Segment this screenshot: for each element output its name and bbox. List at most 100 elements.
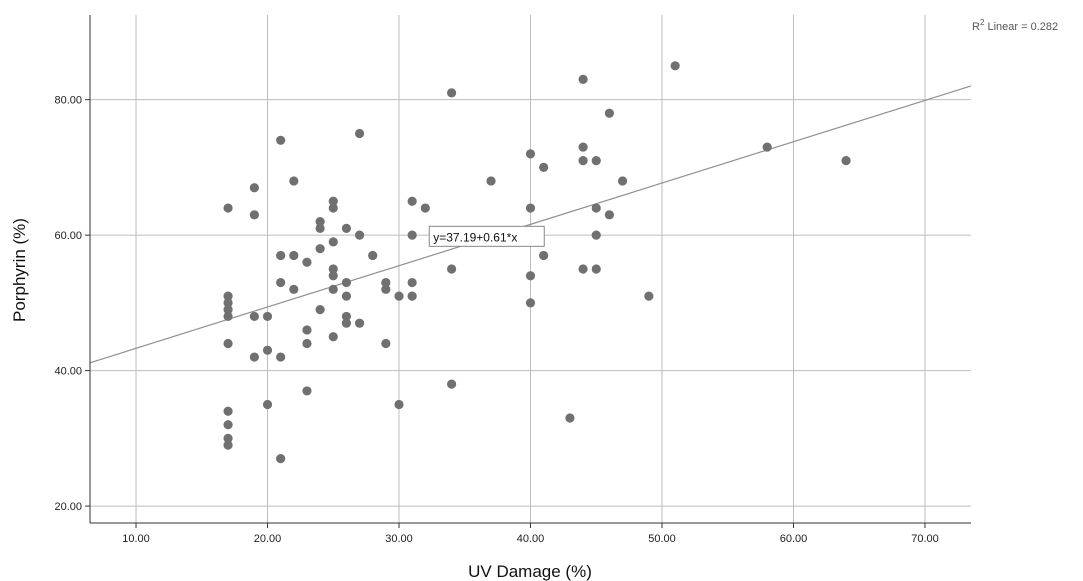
- x-tick-label: 70.00: [911, 533, 939, 545]
- data-point: [644, 291, 654, 301]
- x-tick-label: 10.00: [122, 533, 150, 545]
- r2-suffix: Linear = 0.282: [984, 21, 1058, 33]
- data-point: [591, 203, 601, 213]
- data-point: [486, 176, 496, 186]
- data-point: [223, 311, 233, 322]
- data-point: [262, 345, 273, 355]
- data-point: [381, 338, 391, 349]
- data-point: [315, 216, 325, 227]
- data-point: [276, 277, 286, 288]
- x-tick-label: 40.00: [517, 533, 545, 545]
- data-point: [341, 318, 352, 328]
- data-point: [249, 311, 259, 322]
- fit-equation-text: y=37.19+0.61*x: [433, 230, 517, 244]
- data-point: [420, 203, 430, 213]
- data-point: [407, 277, 417, 288]
- y-axis-title: Porphyrin (%): [10, 218, 29, 322]
- data-point: [328, 332, 338, 342]
- data-point: [394, 399, 404, 410]
- data-point: [354, 230, 365, 240]
- data-point: [604, 108, 614, 118]
- data-point: [223, 338, 233, 349]
- y-tick-label: 80.00: [54, 95, 82, 107]
- data-point: [328, 237, 338, 247]
- data-point: [762, 142, 772, 152]
- data-point: [328, 203, 338, 213]
- data-point: [223, 305, 233, 315]
- x-tick-label: 30.00: [385, 533, 413, 545]
- r2-prefix: R: [972, 21, 980, 33]
- data-point: [604, 210, 614, 220]
- data-point: [315, 223, 325, 233]
- y-tick-label: 20.00: [54, 501, 82, 513]
- gridlines: [90, 15, 971, 523]
- data-point: [354, 128, 365, 139]
- data-point: [368, 250, 378, 261]
- data-point: [276, 135, 286, 145]
- data-point: [223, 433, 233, 443]
- data-point: [381, 284, 391, 294]
- fit-line-group: [89, 85, 972, 364]
- tick-labels: 10.00 20.00 30.00 40.00 50.00 60.00 70.00 20.00…: [54, 95, 938, 545]
- data-point: [276, 454, 286, 464]
- data-point: [591, 156, 601, 166]
- data-point: [289, 176, 299, 186]
- data-point: [289, 250, 299, 261]
- data-point: [262, 399, 273, 410]
- data-point: [302, 325, 312, 335]
- data-point: [302, 257, 312, 267]
- data-point: [578, 264, 588, 274]
- data-point: [578, 156, 588, 166]
- data-point: [276, 352, 286, 362]
- data-point: [525, 298, 536, 308]
- data-point: [328, 284, 338, 294]
- fit-equation-box: [428, 225, 545, 247]
- data-point: [447, 379, 457, 389]
- data-point: [381, 277, 391, 288]
- data-point: [841, 156, 851, 166]
- data-point: [223, 440, 233, 450]
- data-point: [525, 203, 536, 213]
- x-axis-title: UV Damage (%): [468, 562, 592, 581]
- x-tick-label: 50.00: [648, 533, 676, 545]
- data-point: [407, 230, 417, 240]
- y-tick-label: 60.00: [54, 230, 82, 242]
- data-point: [302, 386, 312, 396]
- data-point: [341, 311, 352, 322]
- data-point: [407, 291, 417, 301]
- data-point: [262, 311, 273, 322]
- data-point: [249, 352, 259, 362]
- data-point: [249, 210, 259, 220]
- x-tick-label: 60.00: [780, 533, 808, 545]
- data-point: [302, 338, 312, 349]
- data-point: [407, 196, 417, 206]
- data-point: [341, 291, 352, 301]
- r2-label: R2 Linear = 0.282: [972, 18, 1058, 33]
- data-point: [341, 223, 352, 233]
- x-tick-label: 20.00: [254, 533, 282, 545]
- data-point: [276, 250, 286, 261]
- data-point: [223, 291, 233, 301]
- data-point: [394, 291, 404, 301]
- data-point: [315, 244, 325, 254]
- data-point: [670, 61, 680, 71]
- data-point: [328, 271, 338, 281]
- data-point: [591, 230, 601, 240]
- data-point: [223, 420, 233, 430]
- data-point: [341, 277, 352, 288]
- data-point: [447, 88, 457, 98]
- data-point: [328, 196, 338, 206]
- fit-equation-label: y=37.19+0.61*x: [428, 225, 545, 247]
- data-point: [223, 298, 233, 308]
- data-point: [525, 149, 536, 159]
- data-point: [223, 203, 233, 213]
- data-point: [617, 176, 628, 186]
- data-point: [289, 284, 299, 294]
- fit-line: [89, 85, 972, 364]
- y-tick-label: 40.00: [54, 366, 82, 378]
- r2-superscript: 2: [980, 18, 985, 27]
- data-point: [249, 183, 259, 193]
- data-point: [565, 413, 575, 423]
- data-point: [525, 271, 536, 281]
- data-point: [447, 264, 457, 274]
